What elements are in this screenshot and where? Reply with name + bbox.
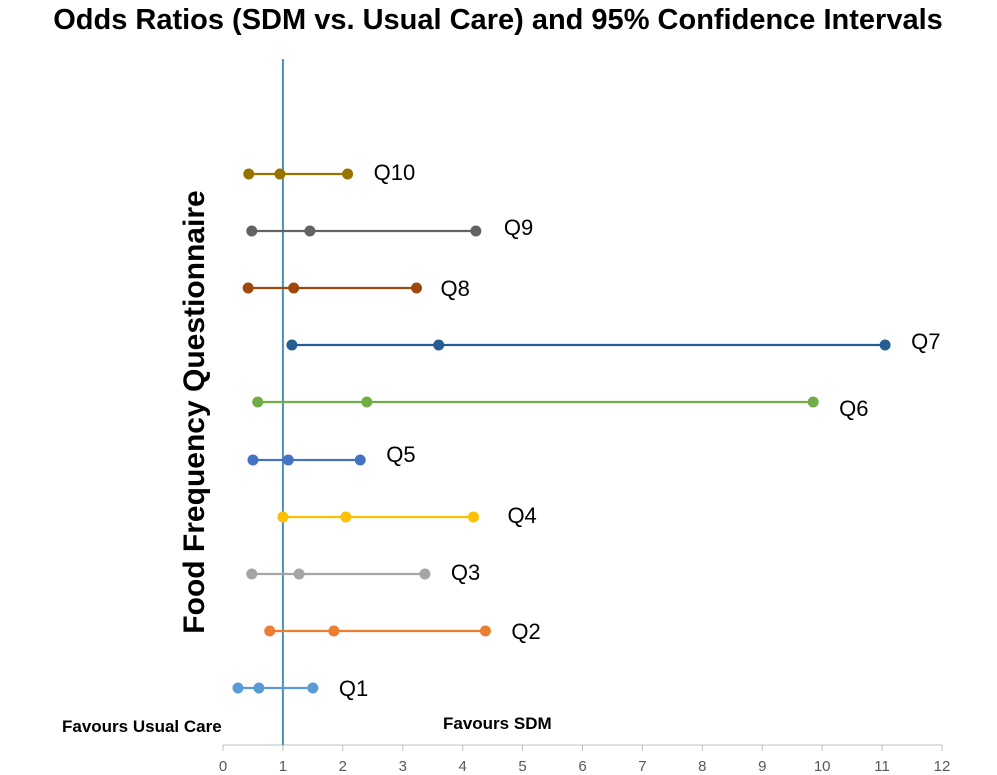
x-tick-label: 11 [874, 758, 890, 775]
odds-ratio-point [304, 225, 316, 237]
ci-lower-point [247, 454, 259, 466]
favours-usual-care-label: Favours Usual Care [62, 717, 222, 736]
series-q1: Q1 [232, 676, 368, 701]
favours-sdm-label: Favours SDM [443, 714, 552, 733]
ci-lower-point [252, 396, 264, 408]
ci-upper-point [467, 511, 479, 523]
series-label: Q9 [504, 215, 533, 240]
ci-lower-point [243, 168, 255, 180]
odds-ratio-point [433, 339, 445, 351]
series-label: Q1 [339, 676, 368, 701]
ci-lower-point [277, 511, 289, 523]
x-tick-label: 4 [458, 758, 466, 775]
ci-upper-point [479, 625, 491, 637]
series-q4: Q4 [277, 503, 537, 528]
x-tick-label: 5 [518, 758, 526, 775]
ci-lower-point [264, 625, 276, 637]
x-tick-label: 6 [578, 758, 586, 775]
ci-lower-point [246, 568, 258, 580]
ci-upper-point [411, 282, 423, 294]
x-tick-label: 9 [758, 758, 766, 775]
x-tick-label: 3 [399, 758, 407, 775]
x-tick-label: 8 [698, 758, 706, 775]
x-tick-label: 2 [339, 758, 347, 775]
series-label: Q4 [507, 503, 536, 528]
ci-upper-point [879, 339, 891, 351]
series-q3: Q3 [246, 560, 480, 585]
series-q9: Q9 [246, 215, 533, 240]
ci-lower-point [246, 225, 258, 237]
odds-ratio-point [282, 454, 294, 466]
y-axis-label: Food Frequency Questionnaire [178, 190, 211, 633]
series-group: Q1 Q2 Q3 Q4 Q5 Q6 Q7 Q8 Q9 Q10 [232, 160, 940, 701]
series-q6: Q6 [252, 396, 869, 421]
ci-upper-point [354, 454, 366, 466]
odds-ratio-point [328, 625, 340, 637]
ci-lower-point [286, 339, 298, 351]
series-label: Q5 [386, 442, 415, 467]
series-q7: Q7 [286, 329, 940, 354]
series-q10: Q10 [243, 160, 415, 185]
series-label: Q6 [839, 396, 868, 421]
odds-ratio-point [274, 168, 286, 180]
series-label: Q10 [374, 160, 416, 185]
series-q8: Q8 [242, 276, 470, 301]
x-axis-ticks: 0 1 2 3 4 5 6 7 8 9 10 11 12 [219, 745, 951, 775]
odds-ratio-point [340, 511, 352, 523]
odds-ratio-point [288, 282, 300, 294]
series-q2: Q2 [264, 619, 541, 644]
series-q5: Q5 [247, 442, 416, 467]
x-tick-label: 0 [219, 758, 227, 775]
chart-title: Odds Ratios (SDM vs. Usual Care) and 95%… [53, 4, 943, 36]
odds-ratio-point [361, 396, 373, 408]
ci-lower-point [232, 682, 244, 694]
x-tick-label: 1 [279, 758, 287, 775]
ci-lower-point [242, 282, 254, 294]
x-tick-label: 10 [814, 758, 831, 775]
ci-upper-point [807, 396, 819, 408]
ci-upper-point [307, 682, 319, 694]
series-label: Q3 [451, 560, 480, 585]
x-tick-label: 12 [934, 758, 951, 775]
ci-upper-point [342, 168, 354, 180]
series-label: Q7 [911, 329, 940, 354]
x-tick-label: 7 [638, 758, 646, 775]
ci-upper-point [419, 568, 431, 580]
odds-ratio-point [253, 682, 265, 694]
series-label: Q2 [511, 619, 540, 644]
ci-upper-point [470, 225, 482, 237]
odds-ratio-point [293, 568, 305, 580]
series-label: Q8 [441, 276, 470, 301]
